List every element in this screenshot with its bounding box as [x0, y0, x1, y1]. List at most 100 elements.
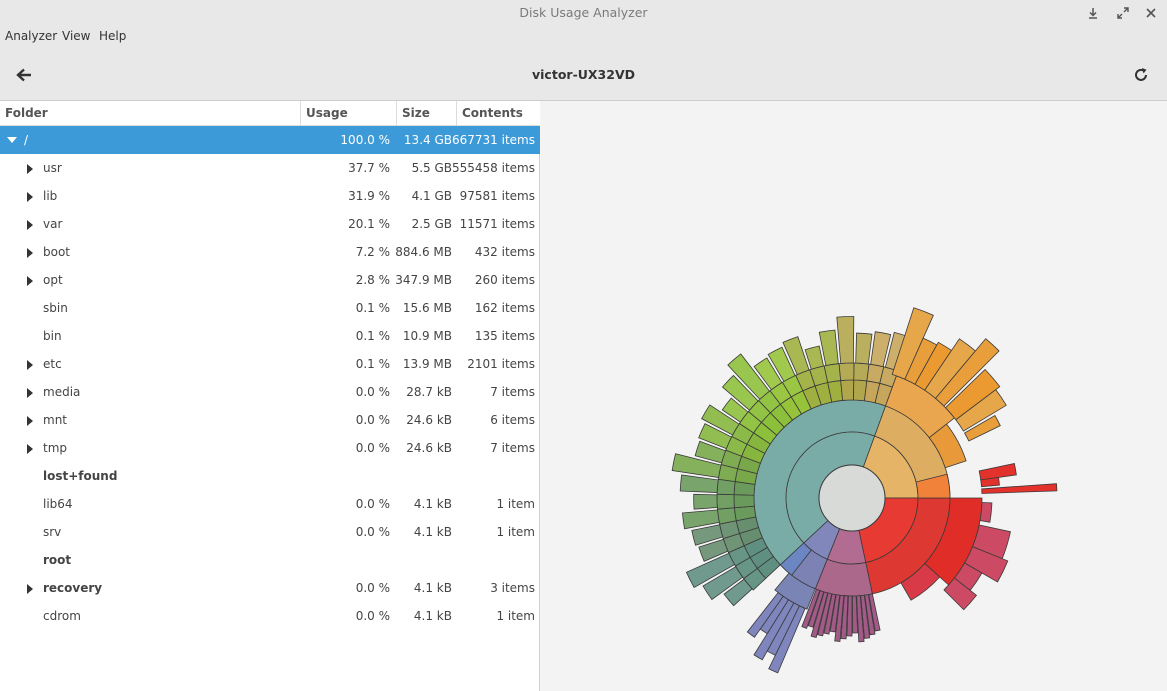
ring-segment-usr-l5[interactable] — [698, 538, 729, 562]
ring-segment-boot-fringe[interactable] — [810, 591, 829, 638]
column-header-size[interactable]: Size — [396, 101, 456, 126]
ring-segment-boot-fringe[interactable] — [807, 590, 825, 628]
expander-closed-icon[interactable] — [26, 238, 38, 266]
expander-closed-icon[interactable] — [26, 574, 38, 602]
expander-closed-icon[interactable] — [26, 266, 38, 294]
table-row[interactable]: root — [0, 546, 540, 574]
column-header-usage[interactable]: Usage — [300, 101, 396, 126]
expander-closed-icon[interactable] — [26, 154, 38, 182]
close-icon[interactable] — [1142, 4, 1160, 22]
table-row[interactable]: lib 31.9 % 4.1 GB 97581 items — [0, 182, 540, 210]
ring-segment-boot-fringe[interactable] — [840, 595, 849, 640]
table-row[interactable]: var 20.1 % 2.5 GB 11571 items — [0, 210, 540, 238]
expander-closed-icon[interactable] — [26, 182, 38, 210]
ring-segment-lib-l4[interactable] — [964, 414, 1001, 442]
ring-segment-boot-fringe[interactable] — [864, 594, 876, 636]
minimize-icon[interactable] — [1084, 4, 1102, 22]
ring-segment-usr-l4[interactable] — [853, 362, 870, 382]
ring-segment-usr-l5[interactable] — [782, 336, 810, 376]
ring-segment-usr-l5[interactable] — [698, 423, 733, 450]
table-row[interactable]: boot 7.2 % 884.6 MB 432 items — [0, 238, 540, 266]
ring-segment-usr-l5[interactable] — [767, 346, 796, 382]
expander-closed-icon[interactable] — [26, 434, 38, 462]
ring-segment-usr-l3[interactable] — [733, 494, 755, 509]
ring-segment-usr-l5[interactable] — [671, 453, 722, 479]
ring-segment-boot-fringe[interactable] — [801, 588, 821, 629]
table-row[interactable]: media 0.0 % 28.7 kB 7 items — [0, 378, 540, 406]
expander-closed-icon[interactable] — [26, 210, 38, 238]
ring-segment-var-l4[interactable] — [980, 476, 1000, 488]
table-row[interactable]: lib64 0.0 % 4.1 kB 1 item — [0, 490, 540, 518]
table-row[interactable]: srv 0.0 % 4.1 kB 1 item — [0, 518, 540, 546]
table-row[interactable]: mnt 0.0 % 24.6 kB 6 items — [0, 406, 540, 434]
ring-segment-usr-l5[interactable] — [804, 345, 825, 370]
ring-segment-usr-l5[interactable] — [685, 552, 736, 589]
refresh-icon[interactable] — [1131, 65, 1151, 85]
ring-segment-usr-l5[interactable] — [721, 374, 759, 411]
ring-segment-var-l4[interactable] — [979, 502, 993, 523]
ring-segment-var-l4[interactable] — [943, 577, 978, 611]
expander-closed-icon[interactable] — [26, 378, 38, 406]
column-header-folder[interactable]: Folder — [5, 106, 48, 120]
ring-segment-opt-l4[interactable] — [746, 591, 784, 638]
ring-segment-boot-fringe[interactable] — [860, 594, 871, 639]
table-row[interactable]: bin 0.1 % 10.9 MB 135 items — [0, 322, 540, 350]
ring-segment-usr-l5[interactable] — [818, 329, 839, 367]
ring-segment-boot-fringe[interactable] — [868, 593, 881, 632]
ring-segment-usr-l5[interactable] — [721, 397, 749, 423]
ring-segment-lib-l3[interactable] — [928, 423, 967, 469]
ring-segment-usr-l5[interactable] — [836, 316, 855, 364]
ring-segment-usr-l5[interactable] — [855, 332, 873, 365]
ring-segment-opt-small[interactable] — [779, 542, 812, 576]
ring-segment-lib-l4[interactable] — [934, 338, 1000, 407]
ring-segment-usr-l5[interactable] — [727, 353, 771, 400]
ring-segment-var-l4[interactable] — [981, 483, 1058, 494]
ring-segment-usr-l5[interactable] — [691, 524, 724, 546]
ring-segment-usr-l5[interactable] — [694, 440, 727, 464]
ring-segment-usr-l5[interactable] — [753, 357, 783, 391]
ring-segment-usr-l5[interactable] — [679, 474, 719, 493]
maximize-icon[interactable] — [1114, 4, 1132, 22]
ring-segment-usr-l4[interactable] — [717, 507, 737, 525]
ring-center[interactable] — [818, 464, 886, 532]
table-row[interactable]: opt 2.8 % 347.9 MB 260 items — [0, 266, 540, 294]
ring-segment-lib-l4[interactable] — [955, 389, 1007, 432]
table-row[interactable]: sbin 0.1 % 15.6 MB 162 items — [0, 294, 540, 322]
table-row[interactable]: cdrom 0.0 % 4.1 kB 1 item — [0, 602, 540, 630]
ring-segment-boot-fringe[interactable] — [829, 594, 841, 633]
ring-segment-var-l3[interactable] — [900, 563, 941, 601]
ring-segment-boot-fringe[interactable] — [846, 595, 853, 637]
ring-segment-boot-fringe[interactable] — [852, 595, 859, 634]
ring-segment-usr-l5[interactable] — [723, 578, 753, 607]
table-row[interactable]: usr 37.7 % 5.5 GB 555458 items — [0, 154, 540, 182]
ring-segment-usr-l5[interactable] — [681, 509, 720, 530]
ring-chart[interactable] — [541, 101, 1167, 691]
ring-segment-boot-fringe[interactable] — [834, 594, 845, 642]
ring-segment-usr-l3[interactable] — [840, 379, 855, 401]
folder-tree-view[interactable]: Folder Usage Size Contents / 100.0 % 13.4 … — [0, 101, 540, 691]
table-row[interactable]: lost+found — [0, 462, 540, 490]
ring-segment-usr-l5[interactable] — [693, 493, 718, 510]
ring-segment-boot-fringe[interactable] — [856, 595, 865, 643]
table-row[interactable]: etc 0.1 % 13.9 MB 2101 items — [0, 350, 540, 378]
expander-closed-icon[interactable] — [26, 350, 38, 378]
back-arrow-icon[interactable] — [14, 65, 34, 85]
column-header-contents[interactable]: Contents — [456, 101, 540, 126]
table-row[interactable]: / 100.0 % 13.4 GB 667731 items — [0, 126, 540, 154]
ring-segment-usr-l5[interactable] — [702, 566, 744, 601]
menu-help[interactable]: Help — [99, 29, 127, 43]
ring-segment-usr-l5[interactable] — [701, 404, 740, 436]
ring-chart-area[interactable] — [541, 101, 1167, 691]
ring-segment-usr-l5[interactable] — [870, 331, 892, 368]
ring-segment-lib-small[interactable] — [915, 473, 951, 499]
ring-segment-boot-fringe[interactable] — [823, 593, 837, 635]
menu-analyzer[interactable]: Analyzer — [5, 29, 58, 43]
ring-segment-usr-l4[interactable] — [716, 493, 735, 510]
ring-segment-usr-l4[interactable] — [838, 362, 855, 381]
table-row[interactable]: tmp 0.0 % 24.6 kB 7 items — [0, 434, 540, 462]
expander-closed-icon[interactable] — [26, 406, 38, 434]
menu-view[interactable]: View — [62, 29, 91, 43]
expander-open-icon[interactable] — [6, 126, 18, 154]
table-row[interactable]: recovery 0.0 % 4.1 kB 3 items — [0, 574, 540, 602]
ring-segment-boot-fringe[interactable] — [817, 592, 833, 637]
